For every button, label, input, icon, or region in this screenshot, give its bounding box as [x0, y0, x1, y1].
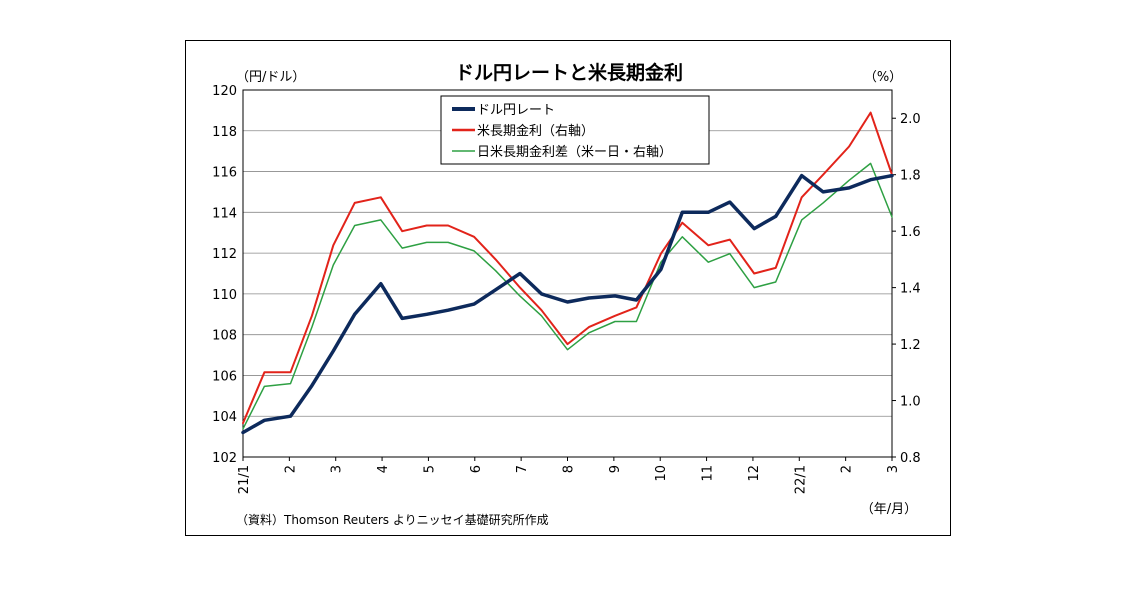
left-tick-label: 112	[212, 247, 237, 262]
chart-frame: ドル円レートと米長期金利 （円/ドル） （%） 102 104 106 108 110 1…	[185, 40, 951, 536]
x-tick-label: 3	[330, 465, 345, 473]
x-tick-label: 12	[747, 465, 762, 482]
x-tick-label: 4	[376, 465, 391, 473]
left-tick-label: 120	[212, 84, 237, 99]
chart-canvas: ドル円レートと米長期金利 （円/ドル） （%） 1021041061081101…	[212, 61, 921, 527]
x-tick-label: 6	[469, 465, 484, 473]
left-axis-ticks: 102 104 106 108 110 112 114 116 118 120	[212, 84, 237, 466]
right-tick-label: 1.0	[900, 395, 921, 410]
legend-label-us-yield: 米長期金利（右軸）	[477, 123, 594, 139]
chart-legend: ドル円レート 米長期金利（右軸） 日米長期金利差（米ー日・右軸）	[440, 95, 710, 165]
x-tick-label: 11	[701, 465, 716, 482]
right-tick-label: 1.2	[900, 338, 921, 353]
x-tick-label: 9	[608, 465, 623, 473]
x-tick-label: 2	[840, 465, 855, 473]
grid-lines	[243, 130, 892, 417]
x-axis-ticks: 21/1 2 3 4 5 6 7 8 9 10 11 12 22/1 2 3	[237, 457, 901, 494]
series-line-usd-jpy	[241, 173, 894, 435]
right-tick-label: 0.8	[900, 451, 921, 466]
x-tick-label: 2	[283, 465, 298, 473]
series-layer	[241, 111, 894, 435]
x-tick-label: 10	[654, 465, 669, 482]
left-tick-label: 110	[212, 288, 237, 303]
source-note: （資料）Thomson Reuters よりニッセイ基礎研究所作成	[236, 512, 549, 527]
left-tick-label: 106	[212, 369, 237, 384]
series-line-yield-spread	[242, 162, 893, 430]
left-tick-label: 108	[212, 329, 237, 344]
right-tick-label: 2.0	[900, 112, 921, 127]
left-tick-label: 118	[212, 125, 237, 140]
chart-title: ドル円レートと米長期金利	[455, 61, 683, 84]
x-tick-label: 21/1	[237, 465, 252, 494]
right-tick-label: 1.8	[900, 169, 921, 184]
x-axis-unit: （年/月）	[861, 502, 917, 517]
right-axis-unit: （%）	[864, 70, 902, 85]
left-axis-unit: （円/ドル）	[236, 70, 305, 85]
legend-box	[440, 95, 710, 165]
right-tick-label: 1.4	[900, 282, 921, 297]
x-tick-label: 7	[515, 465, 530, 473]
x-tick-label: 22/1	[793, 465, 808, 494]
right-axis-ticks: 0.8 1.0 1.2 1.4 1.6 1.8 2.0	[892, 112, 921, 466]
right-tick-label: 1.6	[900, 225, 921, 240]
left-tick-label: 114	[212, 206, 237, 221]
legend-label-usd-jpy: ドル円レート	[477, 103, 555, 118]
x-tick-label: 8	[562, 465, 577, 473]
x-tick-label: 5	[422, 465, 437, 473]
x-tick-label: 3	[886, 465, 901, 473]
left-tick-label: 104	[212, 410, 237, 425]
series-line-us-yield	[242, 111, 893, 425]
left-tick-label: 116	[212, 166, 237, 181]
legend-label-yield-spread: 日米長期金利差（米ー日・右軸）	[477, 144, 672, 160]
left-tick-label: 102	[212, 451, 237, 466]
